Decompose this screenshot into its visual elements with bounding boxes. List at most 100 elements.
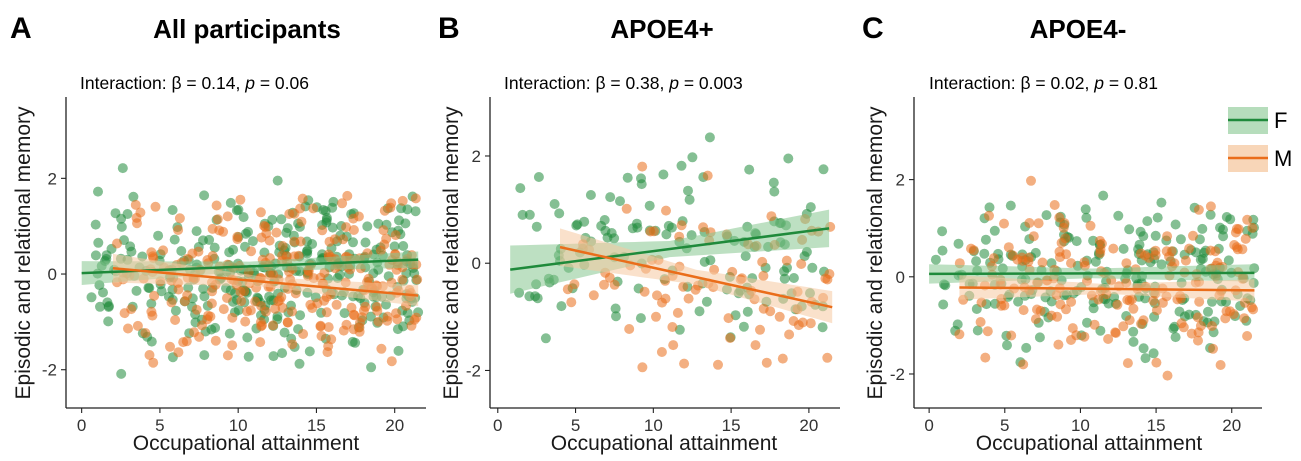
point-f: [524, 209, 535, 220]
point-m: [1178, 322, 1189, 333]
point-m: [1055, 252, 1065, 263]
point-f: [301, 246, 312, 257]
fit-line-m: [112, 267, 419, 297]
point-m: [982, 326, 993, 337]
point-f: [783, 153, 794, 164]
point-m: [1248, 304, 1259, 315]
point-f: [615, 196, 625, 207]
x-tick-label-c: 15: [1147, 416, 1166, 435]
point-f: [1113, 210, 1124, 221]
point-f: [272, 175, 283, 186]
point-m: [375, 245, 386, 256]
point-m: [227, 312, 238, 323]
point-m: [566, 297, 577, 308]
point-f: [605, 192, 616, 203]
point-m: [376, 343, 387, 354]
fits-a: [81, 258, 419, 297]
point-m: [793, 320, 804, 331]
point-f: [676, 160, 687, 171]
point-m: [315, 320, 326, 331]
point-f: [517, 209, 528, 220]
point-f: [242, 332, 253, 343]
point-m: [210, 335, 221, 346]
point-f: [533, 172, 544, 182]
point-m: [679, 358, 690, 369]
point-m: [255, 337, 266, 348]
point-f: [699, 256, 710, 267]
point-f: [402, 204, 413, 215]
point-m: [599, 279, 609, 290]
point-m: [624, 324, 635, 334]
point-m: [609, 279, 620, 290]
point-m: [1061, 304, 1071, 315]
point-m: [1049, 200, 1060, 210]
subtitle-c-p: p: [1093, 73, 1104, 93]
point-f: [304, 346, 315, 357]
point-m: [293, 250, 304, 261]
point-f: [515, 183, 526, 194]
point-m: [289, 236, 300, 247]
point-m: [317, 225, 328, 236]
point-f: [684, 194, 695, 205]
point-m: [1006, 330, 1017, 341]
point-f: [209, 242, 220, 253]
point-f: [1071, 236, 1082, 247]
point-f: [687, 152, 698, 163]
point-f: [1197, 223, 1208, 234]
point-f: [1150, 230, 1161, 241]
point-m: [621, 203, 632, 214]
point-f: [1005, 200, 1016, 211]
point-m: [194, 331, 205, 342]
point-f: [1128, 326, 1139, 337]
point-m: [765, 306, 776, 317]
point-f: [953, 238, 964, 249]
point-f: [93, 186, 103, 197]
point-f: [167, 205, 178, 215]
point-m: [1240, 233, 1251, 244]
point-f: [1002, 340, 1012, 351]
point-m: [203, 310, 214, 321]
point-m: [784, 329, 795, 340]
point-m: [337, 198, 348, 209]
point-f: [199, 350, 210, 361]
point-m: [308, 203, 319, 214]
point-m: [271, 227, 282, 238]
point-m: [1095, 244, 1106, 255]
point-m: [755, 324, 765, 335]
point-f: [1148, 348, 1159, 359]
point-f: [805, 202, 816, 213]
point-m: [181, 336, 192, 347]
point-m: [1018, 359, 1029, 370]
point-f: [1090, 256, 1101, 267]
point-m: [1046, 310, 1057, 321]
point-m: [148, 357, 159, 368]
point-m: [1231, 223, 1242, 234]
point-f: [769, 186, 780, 197]
point-f: [233, 305, 244, 316]
point-f: [169, 234, 180, 245]
point-m: [130, 199, 141, 210]
point-m: [158, 245, 169, 256]
point-m: [1003, 242, 1014, 253]
point-f: [116, 368, 127, 379]
point-f: [126, 246, 137, 257]
point-f: [247, 236, 258, 247]
x-tick-label-c: 20: [1222, 416, 1241, 435]
point-m: [988, 253, 999, 264]
point-f: [1080, 204, 1091, 215]
point-f: [86, 292, 97, 303]
y-axis-title-a: Episodic and relational memory: [12, 106, 35, 399]
point-f: [393, 345, 404, 356]
point-m: [412, 274, 423, 285]
x-tick-label-b: 10: [644, 416, 663, 435]
point-f: [937, 245, 948, 256]
subtitle-a-prefix: Interaction: β = 0.14,: [80, 73, 245, 93]
point-f: [233, 204, 244, 215]
point-f: [661, 229, 672, 240]
point-f: [339, 308, 350, 319]
point-m: [1118, 321, 1129, 332]
point-f: [701, 296, 712, 307]
y-tick-label-a: 0: [48, 265, 57, 284]
point-m: [1192, 312, 1203, 323]
point-f: [272, 311, 283, 322]
